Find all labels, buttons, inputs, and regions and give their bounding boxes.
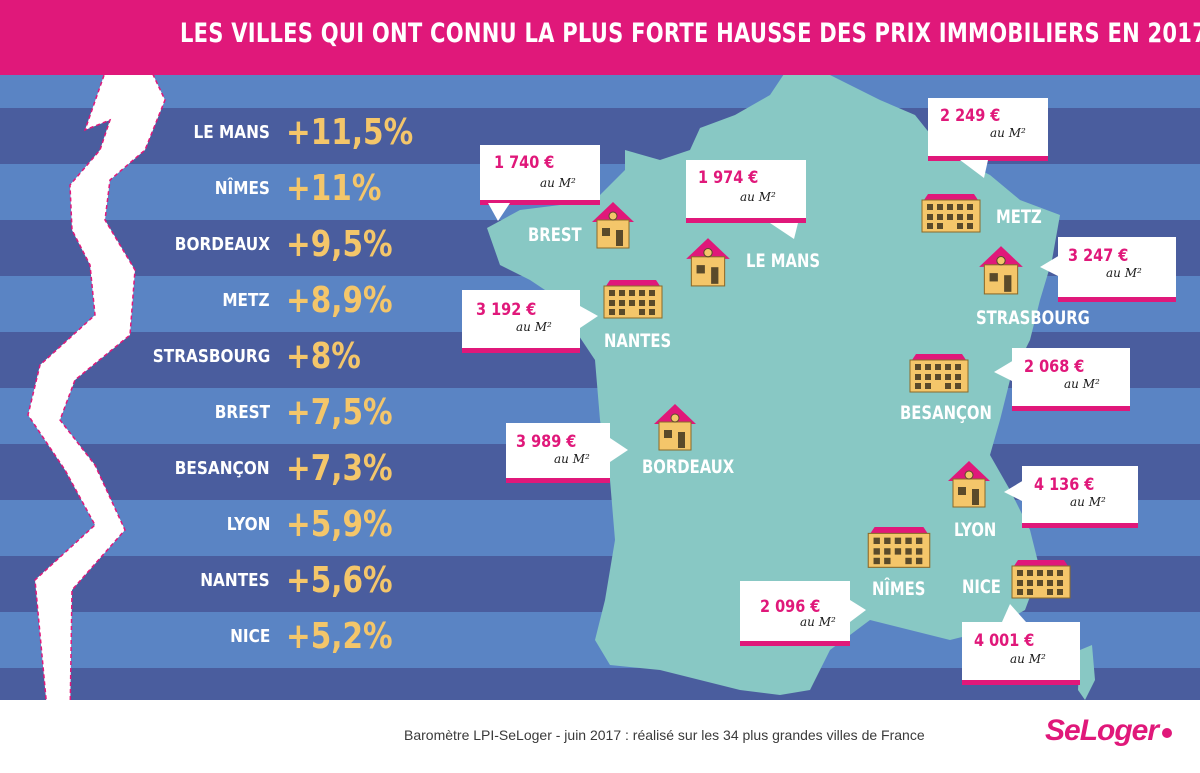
callout-pointer xyxy=(1002,604,1026,622)
price-unit: au M² xyxy=(1070,495,1106,509)
ranking-row: BREST +7,5% xyxy=(160,388,420,444)
price-value: 3 989 € xyxy=(516,432,577,452)
ranking-row: LYON +5,9% xyxy=(160,500,420,556)
callout-pointer xyxy=(770,223,798,239)
corsica-island xyxy=(1078,645,1095,700)
map-city-label: NANTES xyxy=(604,330,672,352)
ranking-row: METZ +8,9% xyxy=(160,276,420,332)
price-value: 4 001 € xyxy=(974,631,1035,651)
price-unit: au M² xyxy=(1106,266,1142,280)
map-city-label: BORDEAUX xyxy=(642,456,735,478)
price-value: 2 068 € xyxy=(1024,357,1085,377)
ranking-row: NICE +5,2% xyxy=(160,612,420,668)
price-value: 3 192 € xyxy=(476,300,537,320)
ranking-row: NÎMES +11% xyxy=(160,164,420,220)
callout-pointer xyxy=(580,306,598,328)
map-city-label: BESANÇON xyxy=(900,402,992,424)
price-callout-metz xyxy=(928,98,1048,161)
ranking-change: +11% xyxy=(286,168,382,209)
ranking-city: NÎMES xyxy=(214,178,270,199)
price-value: 2 096 € xyxy=(760,597,821,617)
price-callout-brest xyxy=(480,145,600,205)
house-icon xyxy=(592,202,634,249)
logo-dot xyxy=(1162,728,1172,738)
seloger-logo: SeLoger xyxy=(1045,714,1159,747)
callout-pointer xyxy=(994,360,1014,382)
ranking-city: BORDEAUX xyxy=(174,234,270,255)
callout-pointer xyxy=(1004,480,1024,502)
ranking-city: METZ xyxy=(222,290,270,311)
apartment-building-icon xyxy=(921,194,981,233)
price-unit: au M² xyxy=(990,126,1026,140)
map-city-label: NICE xyxy=(962,576,1001,598)
apartment-building-icon xyxy=(867,527,931,568)
price-callout-nantes xyxy=(462,290,580,353)
ranking-city: NANTES xyxy=(200,570,270,591)
price-unit: au M² xyxy=(800,615,836,629)
price-value: 1 974 € xyxy=(698,168,759,188)
ranking-change: +8,9% xyxy=(286,280,393,321)
house-icon xyxy=(948,461,990,508)
rising-arrow xyxy=(27,13,166,721)
ranking-change: +8% xyxy=(286,336,361,377)
page-title: LES VILLES QUI ONT CONNU LA PLUS FORTE H… xyxy=(180,18,1200,49)
price-callout-nimes xyxy=(740,581,850,646)
ranking-row: NANTES +5,6% xyxy=(160,556,420,612)
header-banner xyxy=(0,0,1200,75)
ranking-change: +5,9% xyxy=(286,504,393,545)
house-icon xyxy=(979,246,1023,295)
price-unit: au M² xyxy=(740,190,776,204)
map-city-label: LE MANS xyxy=(746,250,821,272)
house-icon xyxy=(654,404,696,451)
map-city-label: NÎMES xyxy=(872,578,926,600)
ranking-row: BESANÇON +7,3% xyxy=(160,444,420,500)
ranking-city: LE MANS xyxy=(193,122,270,143)
map-city-label: LYON xyxy=(954,519,997,541)
ranking-change: +5,6% xyxy=(286,560,393,601)
callout-pointer xyxy=(610,438,628,462)
source-note: Baromètre LPI-SeLoger - juin 2017 : réal… xyxy=(404,727,925,743)
price-unit: au M² xyxy=(516,320,552,334)
ranking-city: BESANÇON xyxy=(175,458,270,479)
house-icon xyxy=(686,238,730,287)
ranking-change: +5,2% xyxy=(286,616,393,657)
callout-pointer xyxy=(488,203,510,221)
callout-pointer xyxy=(1040,255,1060,277)
ranking-change: +9,5% xyxy=(286,224,393,265)
price-callout-le-mans xyxy=(686,160,806,223)
map-city-label: STRASBOURG xyxy=(976,307,1090,329)
ranking-city: STRASBOURG xyxy=(152,346,270,367)
price-callout-besancon xyxy=(1012,348,1130,411)
price-callout-lyon xyxy=(1022,466,1138,528)
ranking-city: BREST xyxy=(214,402,270,423)
callout-pointer xyxy=(850,600,866,622)
footer-bar xyxy=(0,700,1200,773)
ranking-row: STRASBOURG +8% xyxy=(152,332,420,388)
price-unit: au M² xyxy=(554,452,590,466)
ranking-change: +7,3% xyxy=(286,448,393,489)
price-value: 1 740 € xyxy=(494,153,555,173)
ranking-change: +11,5% xyxy=(286,112,414,153)
ranking-row: LE MANS +11,5% xyxy=(160,108,420,164)
price-callout-bordeaux xyxy=(506,423,610,483)
price-value: 2 249 € xyxy=(940,106,1001,126)
ranking-row: BORDEAUX +9,5% xyxy=(160,220,420,276)
price-unit: au M² xyxy=(540,176,576,190)
ranking-city: NICE xyxy=(229,626,270,647)
callout-pointer xyxy=(960,160,988,178)
price-value: 3 247 € xyxy=(1068,246,1129,266)
price-callout-strasbourg xyxy=(1058,237,1176,302)
apartment-building-icon xyxy=(603,280,663,319)
apartment-building-icon xyxy=(909,354,969,393)
apartment-building-icon xyxy=(1011,560,1071,599)
price-unit: au M² xyxy=(1064,377,1100,391)
price-callout-nice xyxy=(962,622,1080,685)
price-unit: au M² xyxy=(1010,652,1046,666)
ranking-change: +7,5% xyxy=(286,392,393,433)
map-city-label: METZ xyxy=(996,206,1042,228)
ranking-city: LYON xyxy=(226,514,270,535)
price-value: 4 136 € xyxy=(1034,475,1095,495)
map-city-label: BREST xyxy=(528,224,582,246)
